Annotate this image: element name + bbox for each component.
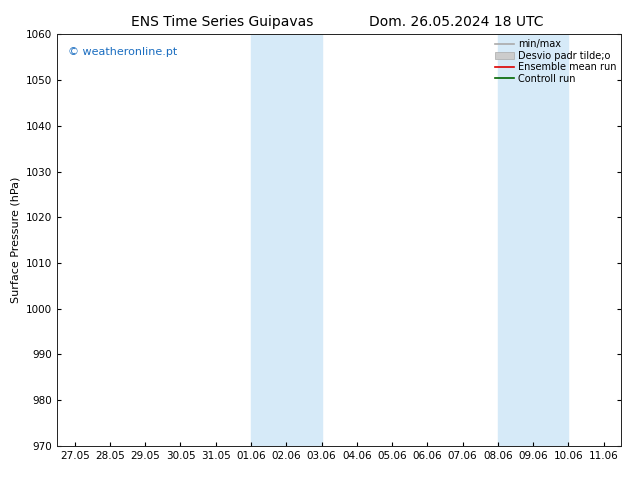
Text: © weatheronline.pt: © weatheronline.pt: [68, 47, 178, 57]
Y-axis label: Surface Pressure (hPa): Surface Pressure (hPa): [10, 177, 20, 303]
Bar: [251, 34, 321, 446]
Text: Dom. 26.05.2024 18 UTC: Dom. 26.05.2024 18 UTC: [369, 15, 544, 29]
Bar: [498, 34, 569, 446]
Text: ENS Time Series Guipavas: ENS Time Series Guipavas: [131, 15, 313, 29]
Legend: min/max, Desvio padr tilde;o, Ensemble mean run, Controll run: min/max, Desvio padr tilde;o, Ensemble m…: [493, 37, 618, 85]
